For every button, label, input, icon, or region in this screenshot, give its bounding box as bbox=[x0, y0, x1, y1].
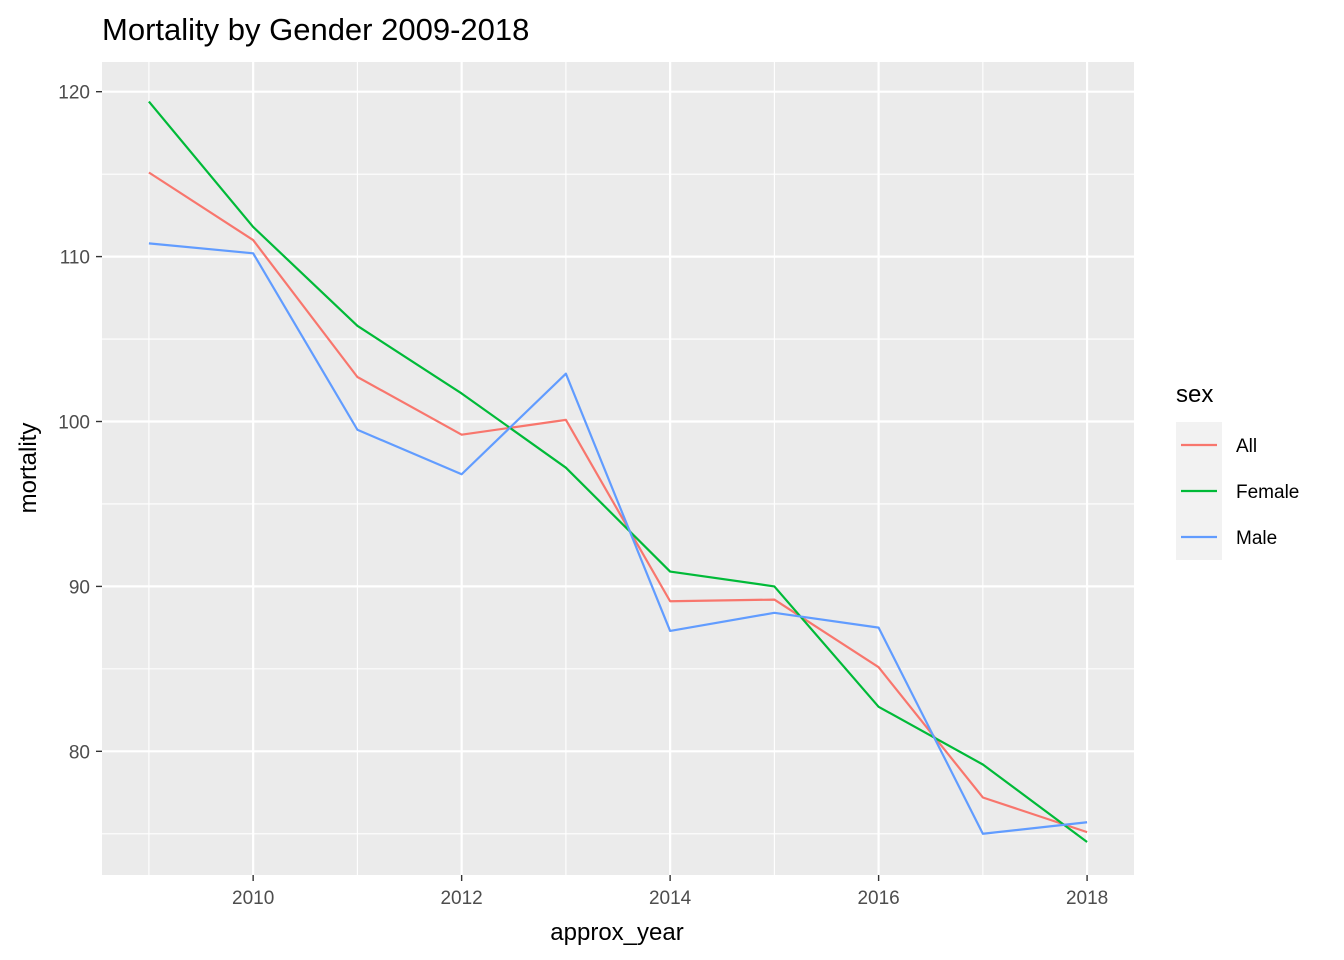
y-tick-label: 90 bbox=[69, 577, 90, 598]
plot-panel bbox=[102, 62, 1134, 875]
legend-label: Female bbox=[1236, 482, 1299, 503]
x-axis-title: approx_year bbox=[550, 919, 683, 946]
legend-item-all: All bbox=[1176, 422, 1257, 468]
legend-item-female: Female bbox=[1176, 468, 1299, 514]
y-tick-label: 110 bbox=[60, 248, 90, 269]
legend-items: All Female Male bbox=[1176, 422, 1299, 560]
series-line-female bbox=[148, 100, 1088, 843]
legend-item-male: Male bbox=[1176, 514, 1277, 560]
y-axis-title: mortality bbox=[15, 423, 42, 514]
x-tick-label: 2018 bbox=[1066, 888, 1108, 909]
legend: sex All Female Male bbox=[1176, 381, 1299, 560]
series-line-male bbox=[148, 242, 1088, 835]
y-axis: 80 90 100 110 120 bbox=[58, 83, 102, 763]
grid-major bbox=[102, 62, 1134, 875]
legend-title: sex bbox=[1176, 381, 1213, 408]
legend-label: Male bbox=[1236, 528, 1277, 549]
grid-minor bbox=[102, 62, 1134, 875]
series-lines bbox=[148, 100, 1088, 843]
y-tick-label: 100 bbox=[58, 413, 90, 434]
x-axis: 2010 2012 2014 2016 2018 bbox=[232, 875, 1108, 909]
x-tick-label: 2014 bbox=[649, 888, 692, 909]
legend-label: All bbox=[1236, 436, 1257, 457]
y-tick-label: 120 bbox=[58, 83, 90, 104]
chart-title: Mortality by Gender 2009-2018 bbox=[102, 12, 529, 47]
x-tick-label: 2016 bbox=[857, 888, 899, 909]
x-tick-label: 2012 bbox=[440, 888, 482, 909]
y-tick-label: 80 bbox=[69, 742, 90, 763]
x-tick-label: 2010 bbox=[232, 888, 274, 909]
